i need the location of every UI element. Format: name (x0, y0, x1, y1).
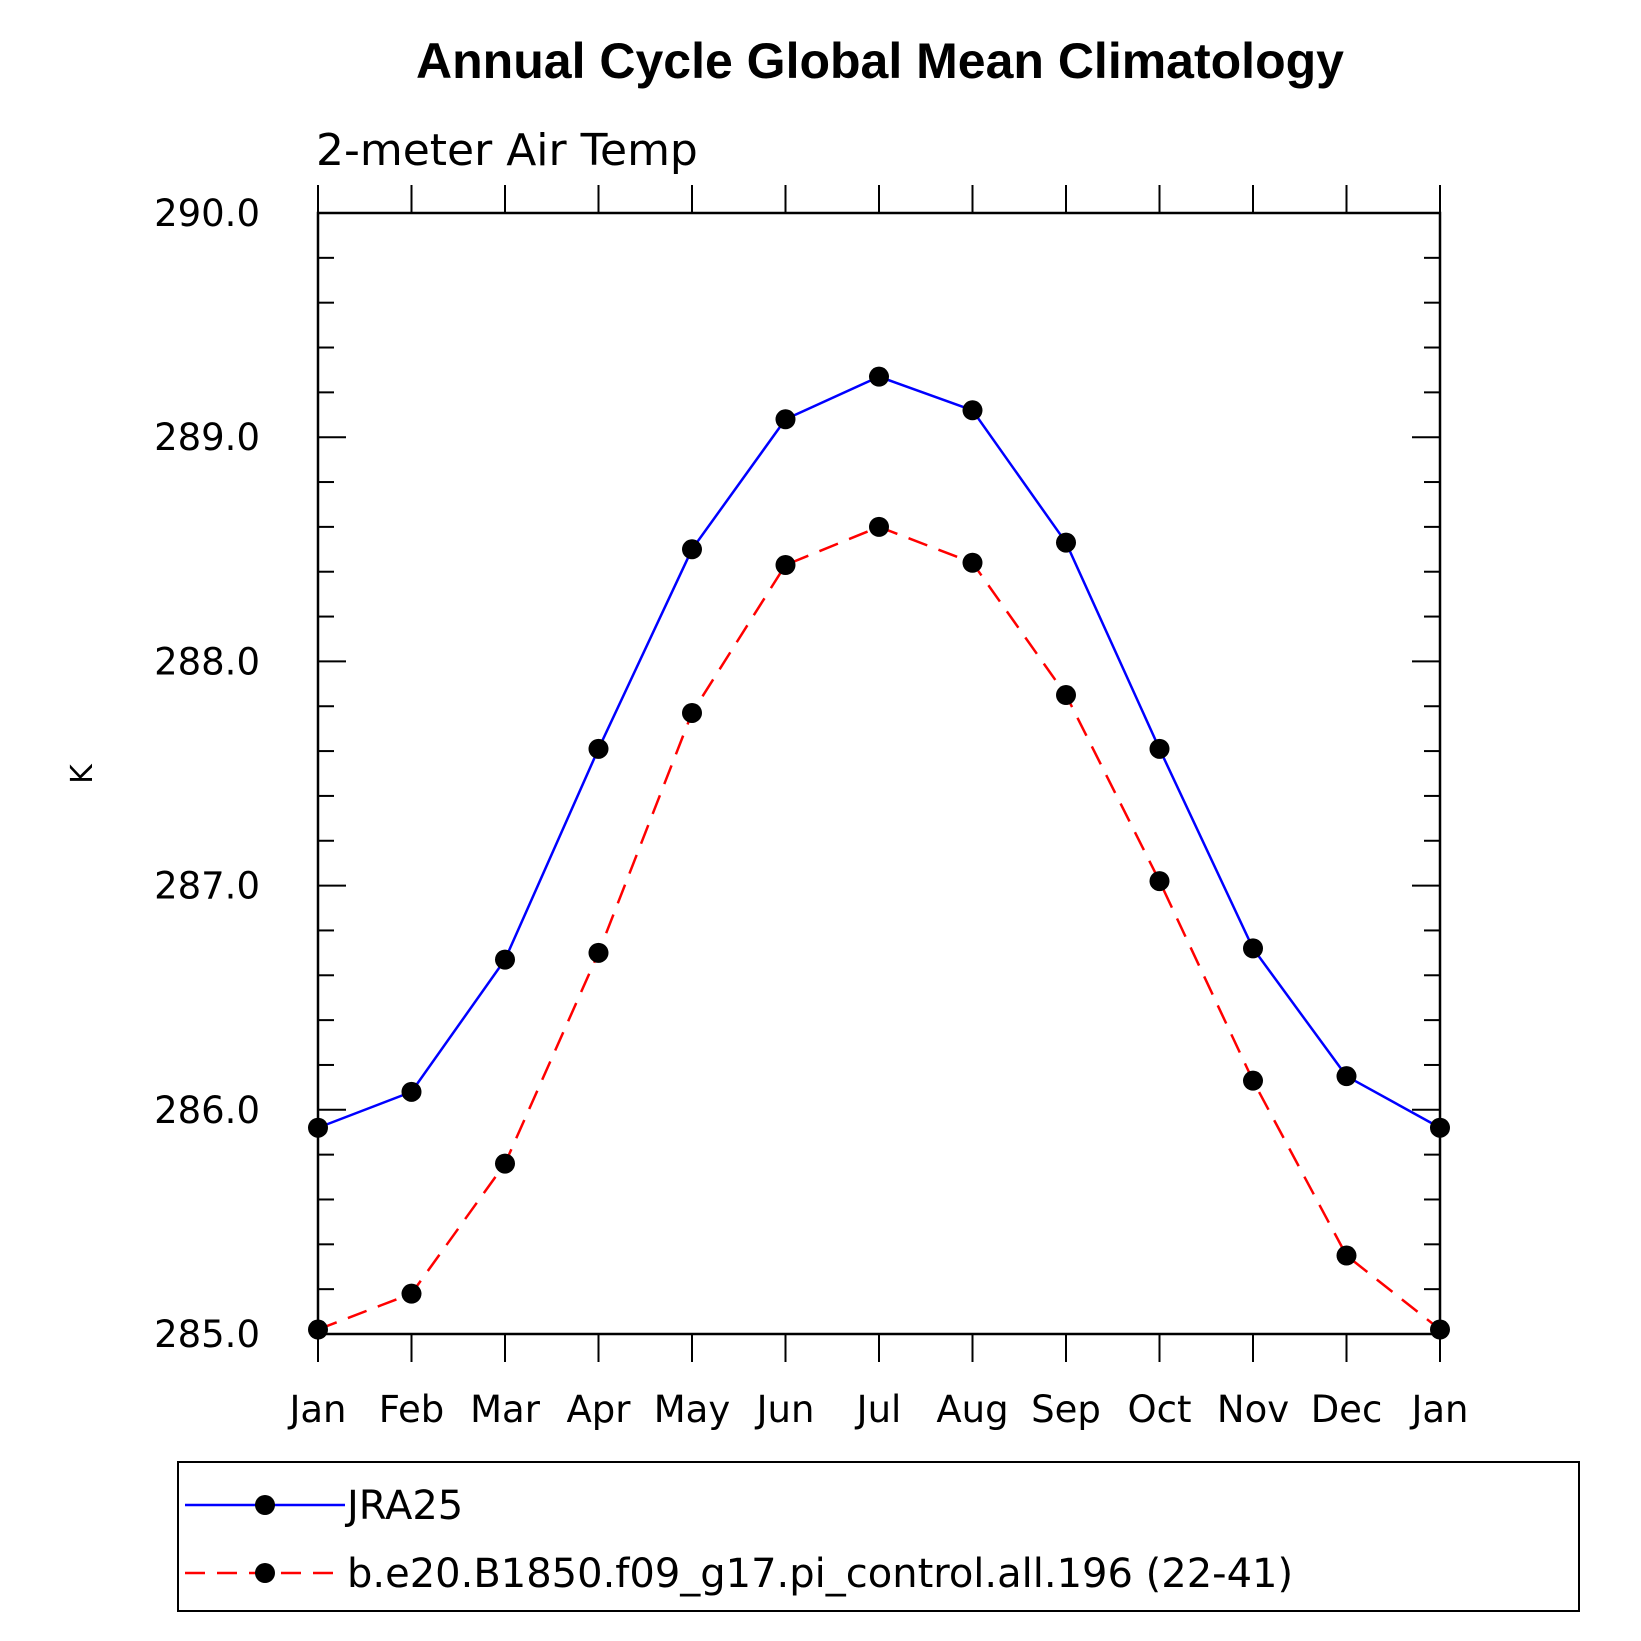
series-1-point (682, 702, 702, 723)
series-0-point (962, 400, 983, 421)
series-1-point (495, 1153, 515, 1174)
series-1-point (1149, 871, 1170, 892)
x-tick-label: Jul (855, 1388, 902, 1431)
series-0-point (682, 539, 702, 560)
series-0-point (308, 1117, 328, 1138)
series-1-point (1056, 685, 1076, 706)
series-1-point (962, 552, 983, 573)
x-tick-label: Mar (470, 1388, 541, 1431)
x-tick-label: Jan (1409, 1388, 1468, 1431)
x-tick-label: Sep (1031, 1388, 1101, 1431)
x-tick-label: Jun (755, 1388, 815, 1431)
x-tick-labels: Jan Feb Mar Apr May Jun Jul Aug Sep Oct Nov Dec Jan (287, 1388, 1468, 1431)
x-tick-label: May (654, 1388, 731, 1431)
chart-subtitle: 2-meter Air Temp (316, 125, 698, 176)
series-0-point (1056, 532, 1076, 553)
series-1-point (1430, 1319, 1450, 1340)
series-1-point (869, 516, 889, 537)
y-tick-label: 289.0 (154, 416, 260, 459)
x-tick-label: Nov (1217, 1388, 1289, 1431)
series-0-point (401, 1081, 422, 1102)
chart-title: Annual Cycle Global Mean Climatology (416, 33, 1344, 89)
series-0-point (1243, 938, 1263, 959)
y-tick-label: 286.0 (154, 1089, 260, 1132)
series-1-point (588, 942, 609, 963)
series-line-1 (317, 525, 1441, 1331)
minor-ticks (318, 256, 1440, 1291)
x-tick-label: Aug (936, 1388, 1008, 1431)
legend: JRA25 b.e20.B1850.f09_g17.pi_control.all… (177, 1461, 1580, 1612)
x-tick-label: Oct (1128, 1388, 1192, 1431)
x-tick-label: Apr (566, 1388, 631, 1431)
legend-marker-model (255, 1563, 275, 1583)
y-tick-label: 287.0 (154, 865, 260, 908)
x-tick-label: Dec (1311, 1388, 1383, 1431)
major-ticks (317, 185, 1441, 1362)
y-tick-label: 288.0 (154, 640, 260, 683)
legend-marker-jra25 (255, 1495, 275, 1515)
series-1-point (775, 554, 796, 575)
x-tick-label: Feb (379, 1388, 445, 1431)
plot-frame (316, 211, 1442, 1336)
y-tick-label: 285.0 (154, 1313, 260, 1356)
series-0-point (1336, 1066, 1357, 1087)
y-axis-label: K (65, 763, 100, 784)
y-tick-label: 290.0 (154, 192, 260, 235)
legend-label-jra25: JRA25 (344, 1483, 463, 1529)
series-0-point (495, 949, 515, 970)
legend-box (177, 1461, 1580, 1612)
series-0-point (588, 738, 609, 759)
y-tick-labels: 285.0 286.0 287.0 288.0 289.0 290.0 (154, 192, 260, 1356)
series-1-point (1243, 1070, 1263, 1091)
series-1-point (1336, 1245, 1357, 1266)
legend-label-model: b.e20.B1850.f09_g17.pi_control.all.196 (… (347, 1551, 1293, 1597)
series-0-point (775, 409, 796, 430)
series-0-point (1149, 738, 1170, 759)
x-tick-label: Jan (287, 1388, 346, 1431)
series-0-point (1430, 1117, 1450, 1138)
series-0-point (869, 366, 889, 387)
series-1-point (401, 1283, 422, 1304)
series-1-point (308, 1319, 328, 1340)
series-line-0 (317, 375, 1441, 1129)
series-layer (308, 366, 1450, 1340)
